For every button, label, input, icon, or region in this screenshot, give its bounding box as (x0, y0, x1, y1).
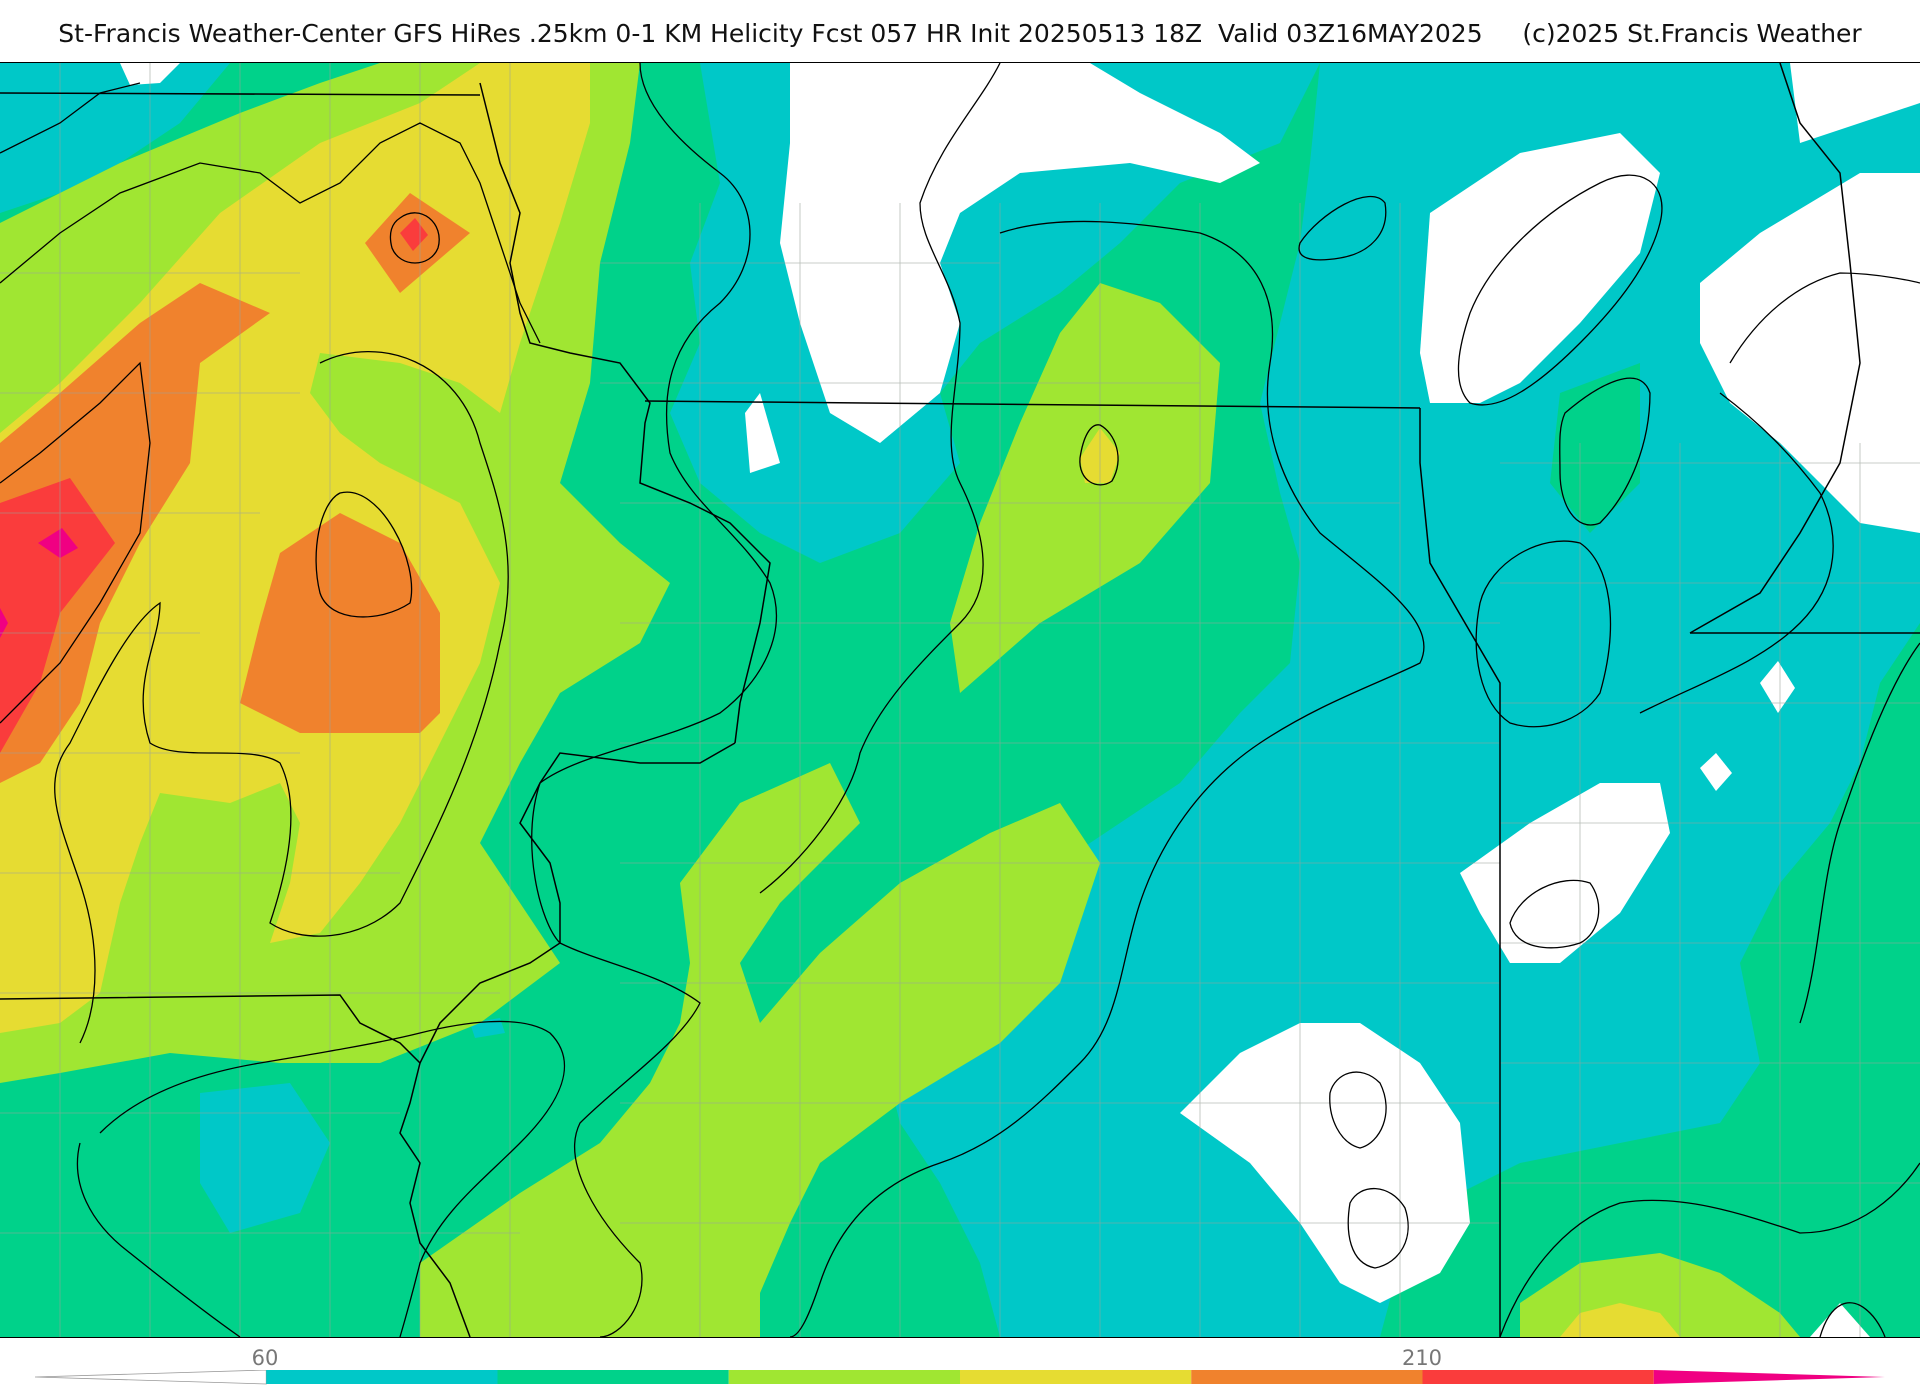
contour-central (759, 63, 1001, 894)
contour-ring-north-west (389, 212, 440, 264)
field-cyan-upper-left (0, 63, 230, 213)
field-white-north-small (745, 393, 780, 473)
field-white-south-central (1180, 1023, 1470, 1303)
boundary-east-river (1689, 63, 1861, 634)
colorbar-tick-label-60: 60 (251, 1346, 279, 1370)
contour-ring-ne-tongue (1559, 377, 1651, 526)
contour-big-west (54, 350, 509, 1044)
field-cyan-southwest (200, 1083, 330, 1233)
colorbar-segment (728, 1370, 960, 1384)
field-green-east-edge (1860, 763, 1920, 983)
colorbar-segment (1191, 1370, 1423, 1384)
field-magenta-edge (0, 608, 8, 638)
contour-east-arc-2 (1639, 392, 1834, 714)
colorbar-segment (960, 1370, 1192, 1384)
county-lines (0, 63, 1920, 1337)
field-white-far-east (1700, 173, 1920, 533)
field-lime-central-north (950, 283, 1220, 693)
field-white-top-right (1620, 63, 1920, 143)
field-white-northeast (1420, 133, 1660, 403)
field-red-west (0, 478, 115, 753)
boundary-sw-inner (419, 742, 736, 1064)
boundary-east-vertical (1419, 408, 1501, 1337)
field-white-east-diamond-1 (1760, 661, 1795, 713)
boundary-north-west (0, 92, 481, 96)
colorbar-strip (0, 1369, 1920, 1390)
boundary-south-west (0, 994, 471, 1337)
boundary-north-central (644, 400, 1421, 409)
contour-sw-loop (99, 1020, 566, 1337)
contour-ring-west (315, 491, 413, 618)
contour-ring-south-2 (1347, 1187, 1409, 1269)
contour-central-ring (789, 220, 1425, 1337)
field-white-east-diamond-2 (1700, 753, 1732, 791)
contour-1 (0, 82, 141, 154)
field-white-bottom-right (1810, 1303, 1870, 1337)
contour-ring-east-small (1509, 879, 1600, 949)
chart-title: St-Francis Weather-Center GFS HiRes .25k… (58, 19, 1862, 48)
field-yellow-se (1560, 1303, 1680, 1337)
contour-ring-north-small (1079, 424, 1119, 486)
contour-se (1499, 1162, 1920, 1337)
contour-2 (0, 122, 541, 344)
colorbar-segment (266, 1370, 498, 1384)
colorbar-segment (497, 1370, 729, 1384)
colorbar-segment (34, 1369, 267, 1385)
map-canvas (0, 63, 1920, 1337)
contour-ring-ne-1 (1298, 196, 1387, 261)
boundary-river-west (479, 82, 771, 744)
contour-east-edge (1799, 642, 1920, 1024)
field-red-north (400, 218, 428, 251)
field-lime-central-band (420, 763, 1100, 1337)
contour-se-small (1819, 1302, 1886, 1337)
colorbar: 60 210 (0, 1336, 1920, 1400)
colorbar-tick-label-210: 210 (1401, 1346, 1443, 1370)
field-green-ne-tongue (1550, 363, 1640, 533)
field-orange-center-west (240, 513, 440, 733)
contour-river-central (531, 63, 777, 1337)
contour-sw-loop-2 (76, 1142, 241, 1337)
contour-ring-south-1 (1329, 1071, 1387, 1149)
colorbar-segment (1653, 1370, 1885, 1384)
contour-ring-east (1475, 540, 1612, 728)
contour-ring-ne-big (1457, 174, 1663, 406)
helicity-map (0, 62, 1920, 1338)
contour-3 (0, 361, 151, 724)
field-orange-west (0, 283, 270, 783)
contour-lines (0, 63, 1920, 1337)
colorbar-segment (1422, 1370, 1654, 1384)
state-boundaries (0, 63, 1920, 1337)
contour-east-arc (1729, 272, 1920, 364)
colorbar-svg (34, 1369, 1885, 1385)
field-magenta-west (38, 528, 78, 558)
